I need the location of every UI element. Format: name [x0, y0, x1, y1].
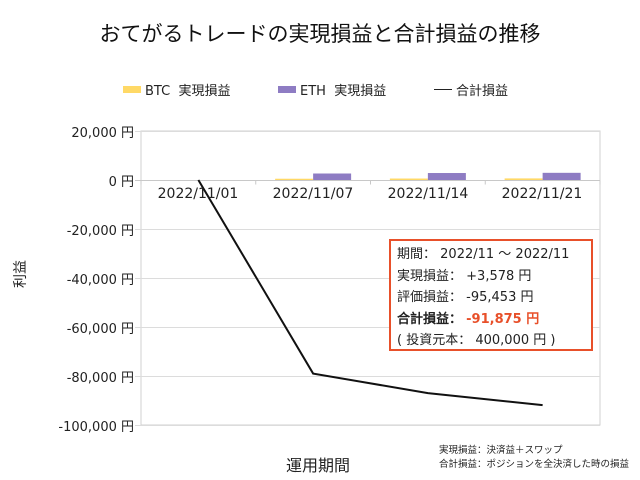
- y-tick: -60,000 円: [66, 322, 134, 337]
- x-tick: 2022/11/01: [157, 186, 239, 202]
- summary-info-box: 期間： 2022/11 ～ 2022/11 実現損益： +3,578 円 評価損…: [389, 239, 593, 351]
- y-tick: 20,000 円: [71, 126, 134, 141]
- realized-label: 実現損益：: [397, 268, 463, 284]
- y-axis-label: 利益: [13, 260, 29, 288]
- total-pnl-line: [197, 179, 543, 407]
- btc-swatch-icon: [123, 86, 141, 93]
- bar-btc: [504, 178, 543, 180]
- legend-item-eth: ETH 実現損益: [278, 80, 386, 99]
- total-row: 合計損益： -91,875 円: [397, 309, 591, 331]
- bar-eth: [427, 173, 466, 180]
- y-tick: -40,000 円: [66, 273, 134, 288]
- y-tick: 0 円: [108, 175, 134, 190]
- legend-label-btc: BTC 実現損益: [145, 84, 231, 99]
- period-value: 2022/11 ～ 2022/11: [440, 247, 570, 262]
- legend-label-total: 合計損益: [456, 84, 509, 99]
- x-tick: 2022/11/21: [501, 186, 583, 202]
- period-row: 期間： 2022/11 ～ 2022/11: [397, 244, 591, 266]
- bar-btc: [389, 178, 428, 180]
- chart-title: おてがるトレードの実現損益と合計損益の推移: [99, 22, 541, 46]
- bar-eth: [542, 172, 581, 180]
- principal-value: 400,000 円 ): [475, 333, 556, 348]
- period-label: 期間：: [397, 247, 437, 262]
- legend-item-btc: BTC 実現損益: [123, 80, 230, 99]
- eth-swatch-icon: [278, 86, 296, 93]
- y-tick: -20,000 円: [66, 224, 134, 239]
- x-tick: 2022/11/14: [387, 186, 469, 202]
- principal-row: ( 投資元本： 400,000 円 ): [397, 330, 591, 352]
- legend-label-eth: ETH 実現損益: [300, 84, 387, 99]
- footnote-total: 合計損益：ポジションを全決済した時の損益: [439, 459, 630, 470]
- total-value: -91,875 円: [466, 311, 540, 327]
- unrealized-label: 評価損益：: [397, 290, 463, 305]
- legend-item-total: 合計損益: [434, 80, 508, 99]
- footnote-realized: 実現損益：決済益＋スワップ: [439, 445, 563, 456]
- line-swatch-icon: [434, 89, 452, 90]
- y-tick: -80,000 円: [66, 371, 134, 386]
- bar-eth: [313, 173, 352, 180]
- unrealized-row: 評価損益： -95,453 円: [397, 287, 591, 309]
- y-tick: -100,000 円: [58, 420, 134, 435]
- realized-value: +3,578 円: [466, 268, 532, 284]
- total-label: 合計損益：: [397, 311, 463, 327]
- unrealized-value: -95,453 円: [466, 290, 534, 305]
- footnotes: 実現損益：決済益＋スワップ 合計損益：ポジションを全決済した時の損益: [439, 444, 629, 472]
- x-tick: 2022/11/07: [272, 186, 354, 202]
- chart-legend: BTC 実現損益 ETH 実現損益 合計損益: [0, 80, 640, 99]
- realized-row: 実現損益： +3,578 円: [397, 266, 591, 288]
- bar-btc: [275, 178, 314, 180]
- x-axis-label: 運用期間: [286, 456, 351, 475]
- principal-label: ( 投資元本：: [397, 333, 472, 348]
